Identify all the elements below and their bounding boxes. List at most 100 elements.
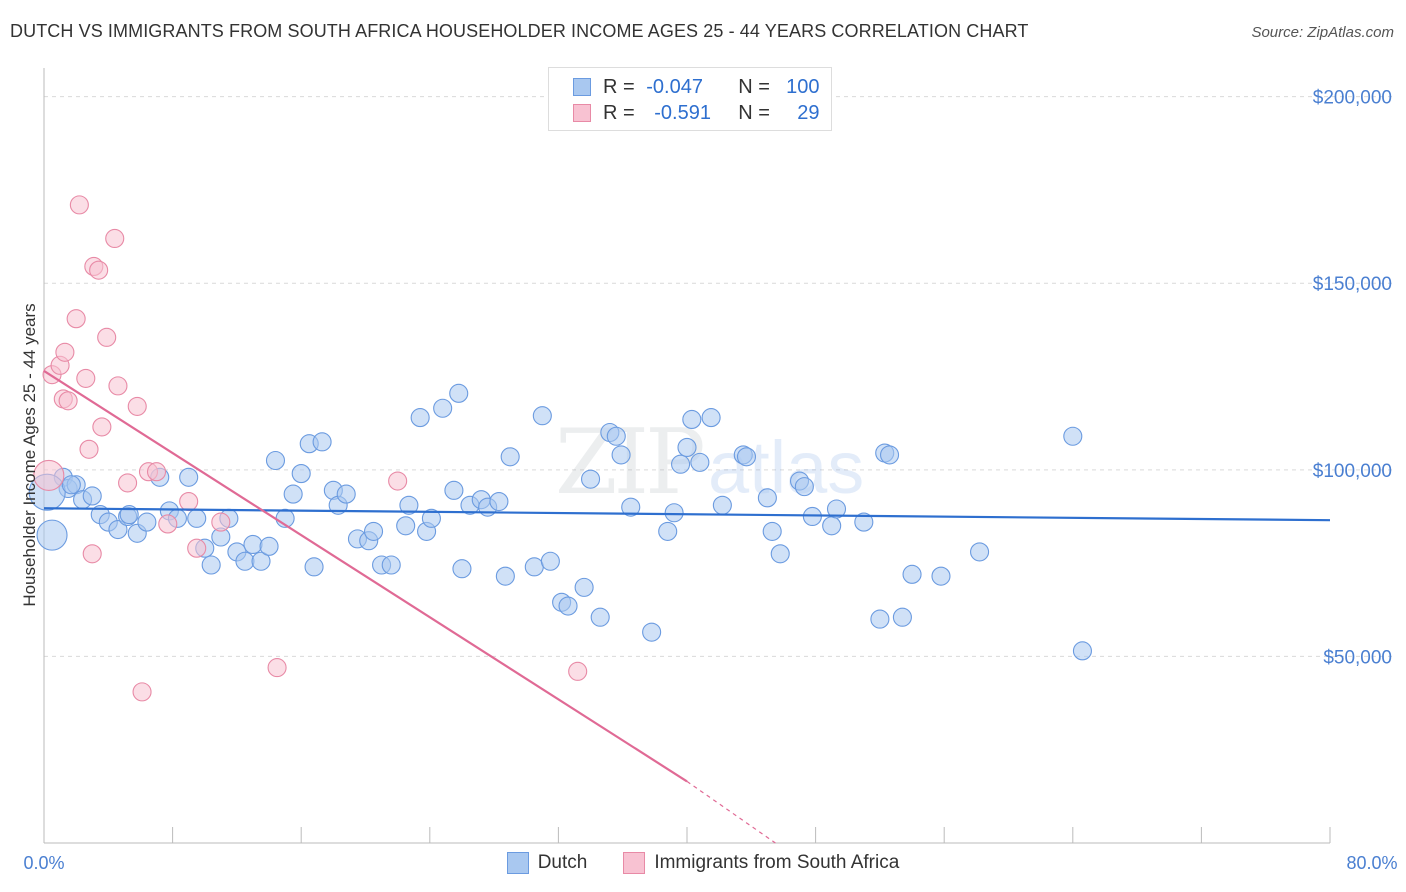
south-africa-point: [69, 195, 89, 215]
south-africa-point: [97, 327, 117, 347]
dutch-point: [671, 454, 691, 474]
south-africa-point: [158, 514, 178, 534]
legend-n-value: 29: [797, 101, 820, 124]
south-africa-point: [132, 682, 152, 702]
dutch-point: [870, 609, 890, 629]
south-africa-point: [127, 396, 147, 416]
dutch-point: [187, 508, 207, 528]
dutch-point: [757, 488, 777, 508]
legend-n-label: N =: [738, 101, 770, 124]
chart-source: Source: ZipAtlas.com: [1251, 24, 1394, 41]
y-tick-label: $50,000: [1323, 647, 1392, 668]
south-africa-point: [108, 376, 128, 396]
dutch-point: [574, 577, 594, 597]
south-africa-point: [58, 391, 78, 411]
dutch-point: [444, 480, 464, 500]
dutch-point: [642, 622, 662, 642]
dutch-point: [396, 516, 416, 536]
legend-r-value: -0.047: [646, 75, 703, 98]
dutch-point: [532, 406, 552, 426]
bottom-legend-dutch: Dutch: [506, 852, 588, 874]
dutch-point: [736, 447, 757, 467]
grid-lines: [44, 96, 1394, 657]
south-africa-trend-extension: [686, 780, 776, 844]
dutch-point: [251, 551, 271, 571]
legend-row-dutch: R = -0.047 N = 100: [573, 75, 820, 99]
dutch-point: [265, 450, 286, 471]
dutch-point: [259, 536, 279, 556]
bottom-legend-swatch-dutch: [506, 852, 529, 874]
dutch-point: [291, 464, 311, 484]
y-axis-label: Householder Income Ages 25 - 44 years: [20, 303, 39, 606]
watermark-atlas: atlas: [708, 426, 864, 509]
dutch-point: [611, 445, 631, 465]
legend-row-south-africa: R = -0.591 N = 29: [573, 101, 820, 125]
south-africa-point: [76, 368, 96, 388]
south-africa-trend-line: [43, 370, 688, 783]
dutch-point: [762, 521, 782, 541]
dutch-point: [137, 512, 157, 532]
dutch-point: [449, 383, 469, 403]
dutch-point: [658, 521, 678, 541]
south-africa-point: [568, 661, 588, 681]
bottom-legend-south-africa: Immigrants from South Africa: [623, 852, 899, 874]
dutch-point: [312, 432, 332, 452]
dutch-point: [452, 559, 472, 579]
south-africa-point: [267, 658, 287, 678]
dutch-point: [82, 486, 102, 506]
dutch-point: [854, 512, 874, 532]
dutch-point: [36, 519, 68, 551]
dutch-point: [682, 409, 702, 430]
trend-lines: [43, 370, 1331, 844]
dutch-point: [108, 519, 128, 540]
y-tick-label: $150,000: [1313, 274, 1392, 295]
south-africa-point: [33, 459, 65, 491]
dutch-point: [489, 491, 509, 512]
bottom-legend: Dutch Immigrants from South Africa: [0, 852, 1406, 874]
south-africa-point: [105, 228, 125, 249]
dutch-point: [580, 469, 601, 489]
south-africa-point: [118, 473, 138, 493]
legend-r-label: R =: [603, 75, 635, 98]
south-africa-points: [33, 195, 588, 702]
dutch-point: [770, 544, 790, 564]
dutch-point: [712, 495, 732, 515]
south-africa-point: [66, 309, 86, 329]
south-africa-point: [82, 544, 102, 564]
south-africa-point: [187, 538, 207, 558]
x-tick-label-min: 0.0%: [23, 853, 64, 873]
dutch-point: [892, 607, 912, 627]
dutch-point: [794, 477, 814, 497]
dutch-point: [606, 426, 626, 446]
south-africa-point: [92, 417, 112, 437]
dutch-point: [399, 495, 419, 515]
dutch-point: [235, 551, 255, 571]
y-tick-label: $200,000: [1313, 88, 1392, 109]
dutch-point: [179, 467, 199, 487]
dutch-point: [243, 534, 263, 555]
legend-r-label: R =: [603, 101, 635, 124]
axes: [43, 68, 1331, 844]
bottom-legend-label-south-africa: Immigrants from South Africa: [654, 852, 900, 873]
dutch-point: [970, 542, 990, 562]
bottom-legend-label-dutch: Dutch: [537, 852, 588, 873]
dutch-point: [381, 555, 401, 575]
dutch-point: [336, 484, 356, 504]
dutch-trend-line: [43, 507, 1331, 522]
dutch-point: [1063, 426, 1083, 446]
dutch-point: [902, 564, 922, 584]
dutch-point: [690, 452, 710, 472]
dutch-point: [495, 566, 515, 586]
dutch-point: [410, 408, 430, 428]
south-africa-point: [79, 439, 99, 459]
south-africa-point: [89, 260, 109, 280]
south-africa-point: [146, 462, 167, 482]
legend-swatch-south-africa: [573, 104, 591, 122]
dutch-point: [826, 499, 847, 519]
x-tick-label-max: 80.0%: [1346, 853, 1397, 873]
dutch-point: [524, 557, 544, 577]
dutch-point: [363, 521, 384, 541]
dutch-point: [540, 551, 560, 571]
dutch-point: [421, 508, 441, 528]
